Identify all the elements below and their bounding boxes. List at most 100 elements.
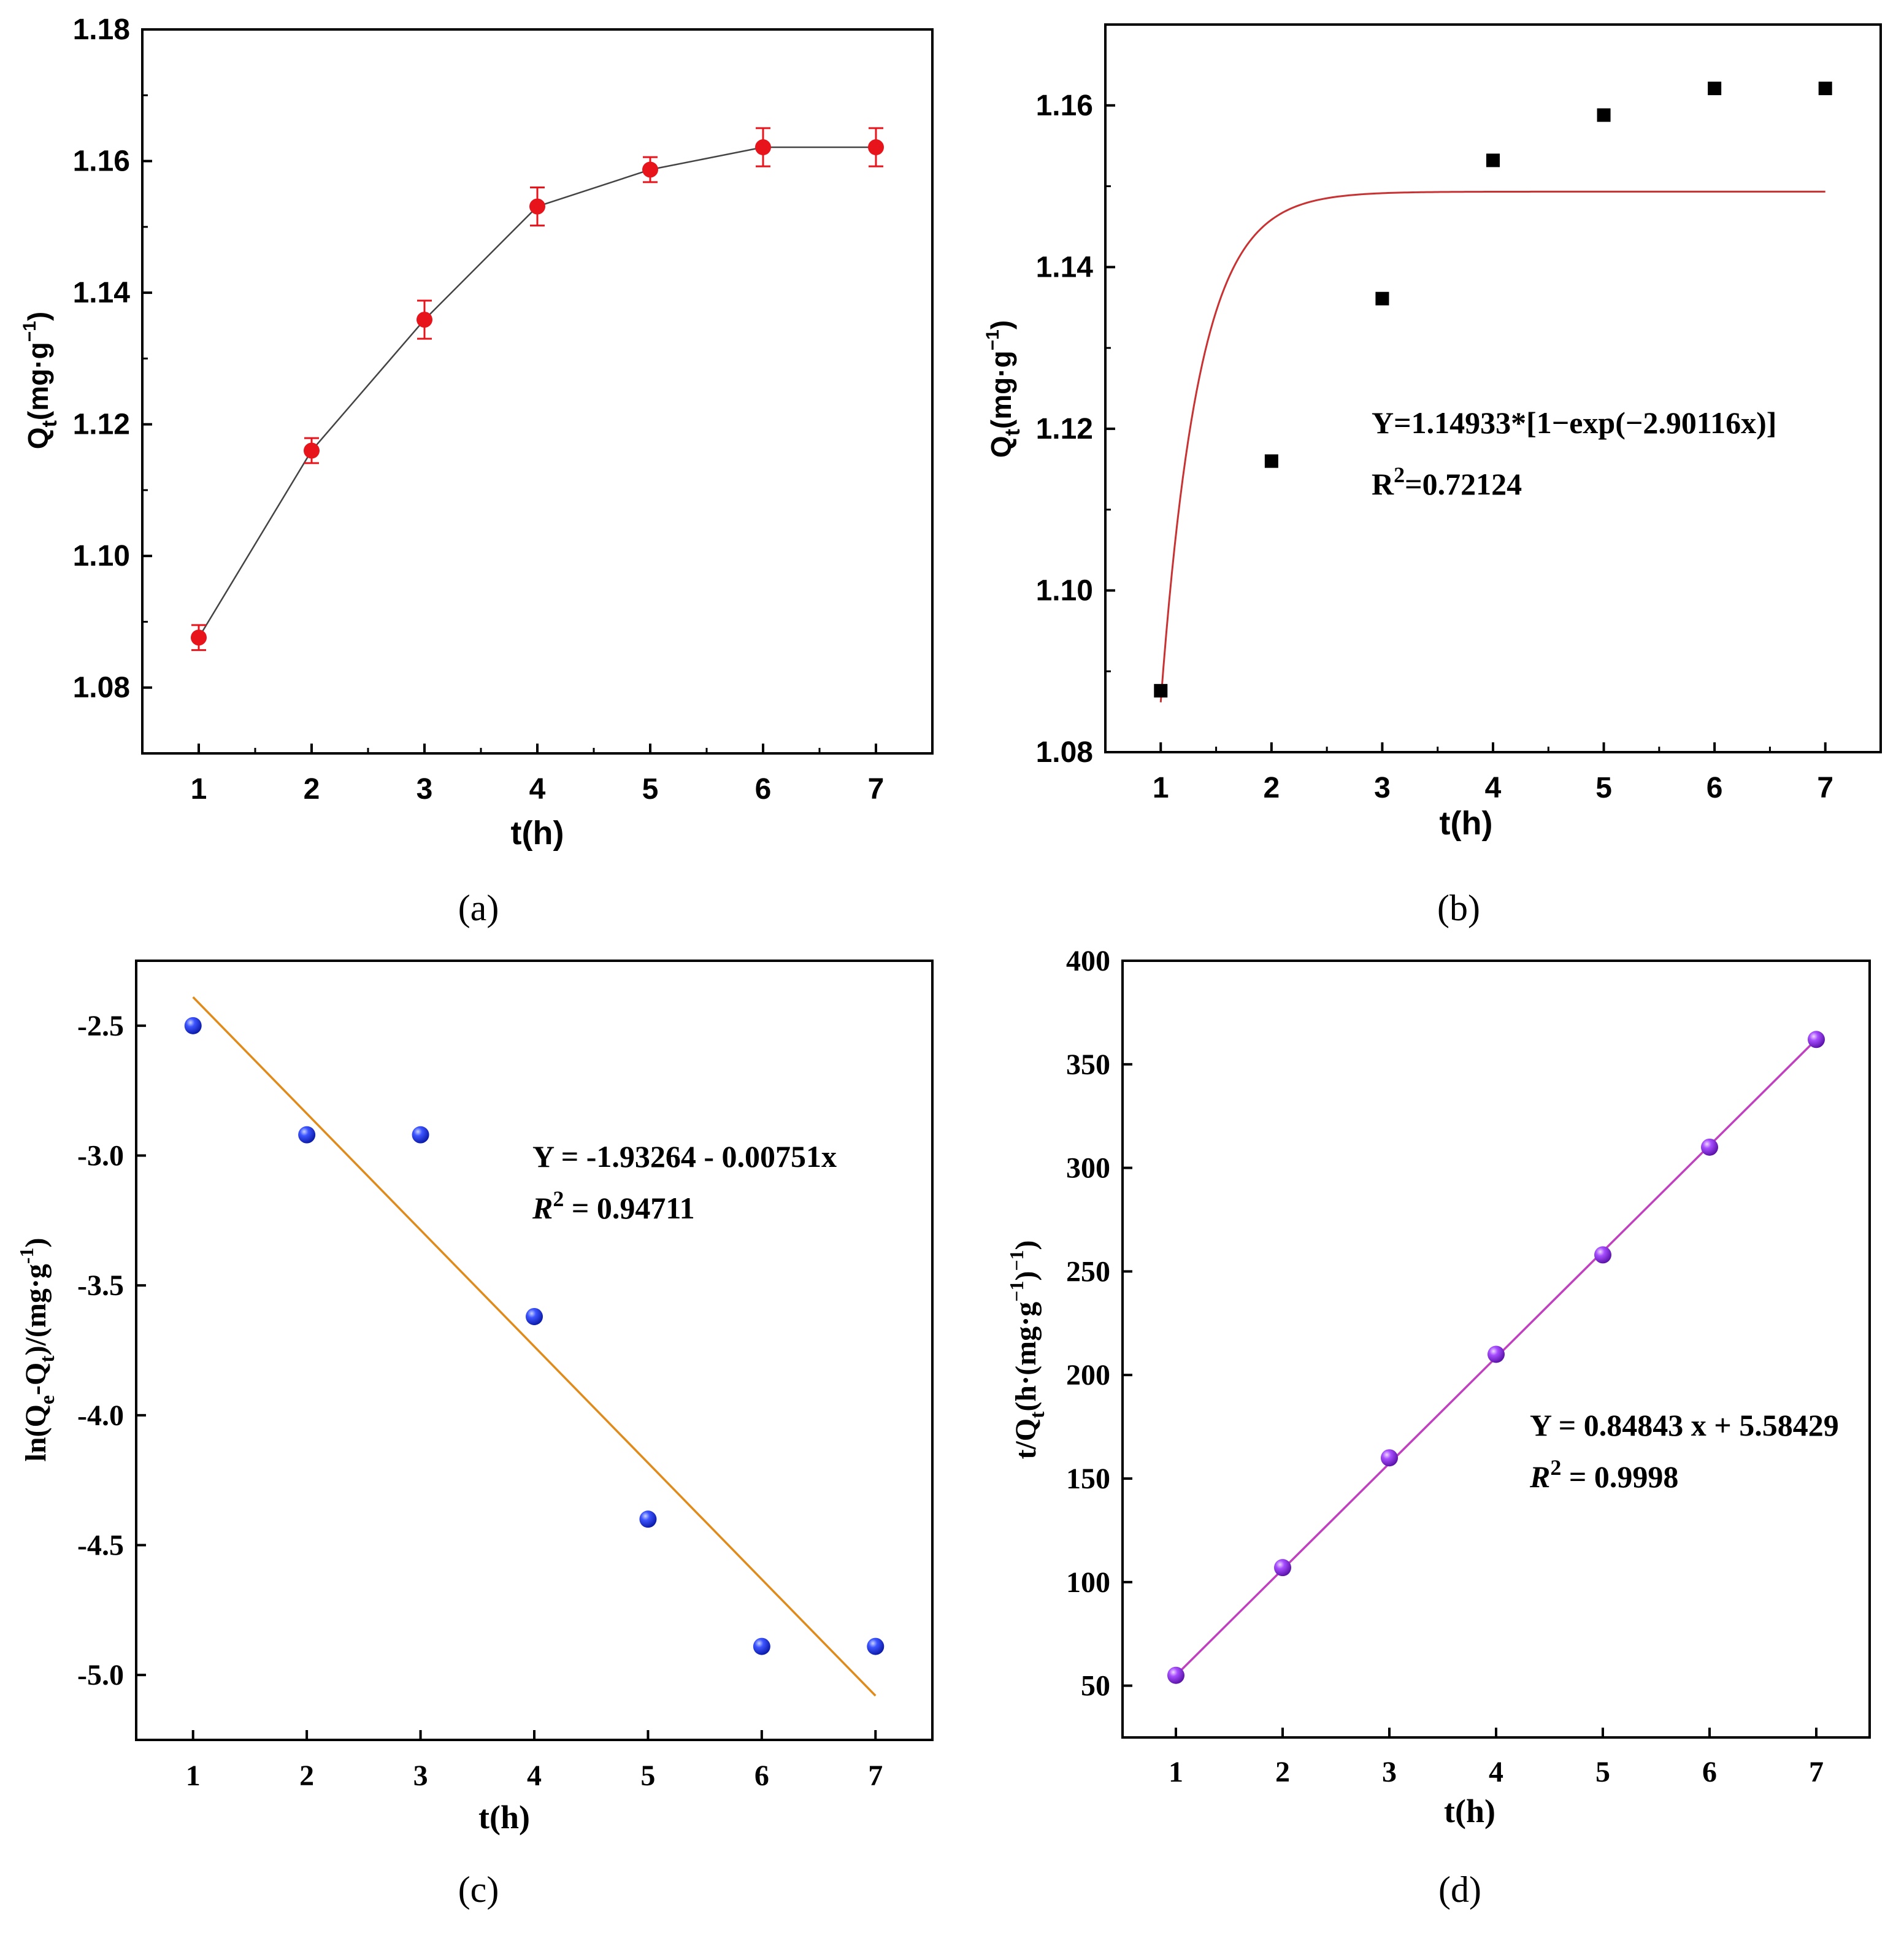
panel-b-plot-frame: [1104, 23, 1882, 753]
panel-d-x-tick-label: 5: [1595, 1756, 1610, 1788]
panel-b-axes: [1105, 104, 1827, 753]
panel-a-axes: [142, 28, 877, 753]
panel-b-caption: (b): [1437, 888, 1480, 928]
panel-b-y-tick-label: 1.12: [1036, 413, 1093, 445]
panel-b-y-tick-label: 1.14: [1036, 251, 1094, 283]
panel-a-data-point: [755, 139, 771, 156]
panel-c-marks: [184, 1017, 885, 1655]
panel-c-y-tick-label: -4.5: [77, 1529, 124, 1562]
panel-d: 1 2 3 4 5 6 7 50 100 150 200 250 300 350 400 Y = 0.84…: [1005, 945, 1871, 1910]
panel-c-x-tick-label: 3: [413, 1760, 428, 1792]
panel-d-x-tick-label: 3: [1382, 1756, 1397, 1788]
panel-b-data-point: [1818, 82, 1832, 96]
panel-c-x-tick-labels: 1 2 3 4 5 6 7: [186, 1760, 883, 1792]
panel-b-x-tick-label: 5: [1595, 772, 1612, 804]
panel-a-y-tick-label: 1.14: [73, 277, 131, 309]
panel-d-y-tick-label: 250: [1066, 1255, 1110, 1288]
panel-c-data-point: [867, 1637, 885, 1655]
panel-d-y-tick-label: 150: [1066, 1463, 1110, 1495]
panel-c-y-tick-labels: -2.5 -3.0 -3.5 -4.0 -4.5 -5.0: [77, 1010, 124, 1691]
panel-d-y-tick-label: 300: [1066, 1152, 1110, 1185]
panel-b-y-tick-labels: 1.08 1.10 1.12 1.14 1.16: [1036, 90, 1094, 769]
panel-d-x-tick-labels: 1 2 3 4 5 6 7: [1169, 1756, 1824, 1788]
panel-c-x-tick-label: 7: [868, 1760, 883, 1792]
panel-c-x-tick-label: 2: [299, 1760, 314, 1792]
panel-a-x-tick-label: 4: [529, 773, 546, 806]
panel-a-y-axis-label: Qt(mg·g−1): [20, 312, 61, 449]
panel-c-y-tick-label: -3.5: [77, 1269, 124, 1302]
panel-d-axes: [1123, 960, 1818, 1737]
panel-a-x-axis-label: t(h): [511, 815, 564, 852]
panel-d-data-point: [1381, 1449, 1398, 1467]
panel-b-data-point: [1486, 153, 1500, 167]
panel-c-data-point: [753, 1637, 770, 1655]
panel-c-data-point: [639, 1510, 657, 1528]
panel-a-data-point: [868, 139, 884, 156]
panel-a-marks: [191, 127, 884, 652]
panel-a-x-tick-label: 1: [191, 773, 207, 806]
panel-c-y-tick-label: -2.5: [77, 1010, 124, 1042]
panel-c-x-axis-label: t(h): [478, 1799, 530, 1836]
panel-b-x-tick-label: 2: [1264, 772, 1280, 804]
panel-a-data-point: [529, 198, 545, 215]
panel-a-x-tick-label: 7: [868, 773, 885, 806]
panel-a-y-tick-label: 1.18: [73, 13, 130, 46]
panel-d-x-tick-label: 4: [1489, 1756, 1503, 1788]
panel-a-x-tick-label: 2: [304, 773, 320, 806]
panel-b-x-tick-label: 7: [1817, 772, 1833, 804]
panel-a-data-point: [416, 312, 432, 328]
panel-a-data-point: [642, 161, 658, 178]
panel-b-fit-curve-path: [1159, 190, 1825, 702]
panel-a-x-tick-label: 5: [642, 773, 659, 806]
panel-c-plot-frame: [135, 960, 934, 1741]
panel-d-data-point: [1594, 1246, 1611, 1264]
panel-a: 1 2 3 4 5 6 7 1.08 1.10 1.12 1.14 1.16 1.18 t(h) Qt…: [20, 13, 934, 928]
panel-c-fit-line: [192, 996, 877, 1697]
panel-d-y-tick-label: 50: [1081, 1670, 1110, 1702]
panel-d-y-axis-label: t/Qt(h·(mg·g−1)−1): [1005, 1240, 1049, 1459]
panel-a-x-tick-label: 6: [755, 773, 772, 806]
panel-b-x-tick-label: 1: [1153, 772, 1169, 804]
panel-a-x-tick-labels: 1 2 3 4 5 6 7: [191, 773, 885, 806]
panel-a-y-tick-label: 1.08: [73, 672, 130, 704]
panel-d-marks: [1167, 1031, 1825, 1684]
panel-c-y-tick-label: -4.0: [77, 1399, 124, 1432]
panel-a-caption: (a): [458, 888, 499, 928]
panel-b-data-point: [1264, 454, 1278, 468]
panel-b-x-tick-label: 6: [1706, 772, 1723, 804]
panel-c-y-tick-label: -5.0: [77, 1659, 124, 1691]
panel-d-y-tick-label: 400: [1066, 945, 1110, 977]
panel-c-axes: [136, 1024, 877, 1740]
panel-d-x-tick-label: 2: [1275, 1756, 1290, 1788]
panel-a-plot-frame: [141, 28, 934, 755]
panel-b-y-axis-label: Qt(mg·g−1): [983, 320, 1024, 458]
panel-d-data-point: [1274, 1559, 1291, 1577]
panel-b-x-tick-label: 4: [1485, 772, 1502, 804]
panel-c-data-point: [526, 1307, 543, 1325]
panel-b-data-point: [1597, 108, 1611, 122]
panel-d-y-tick-label: 200: [1066, 1359, 1110, 1391]
panel-b-y-tick-label: 1.16: [1036, 90, 1093, 122]
panel-c-caption: (c): [458, 1869, 499, 1910]
panel-d-data-point: [1167, 1666, 1184, 1684]
panel-d-data-point: [1808, 1031, 1825, 1048]
panel-c-x-tick-label: 5: [640, 1760, 655, 1792]
panel-b-marks: [1154, 82, 1832, 698]
panel-d-caption: (d): [1438, 1869, 1481, 1910]
panel-c-fit-line-path: [192, 996, 877, 1697]
panel-b-r-squared: R2=0.72124: [1372, 463, 1522, 501]
panel-c-data-point: [298, 1126, 316, 1144]
panel-b: 1 2 3 4 5 6 7 1.08 1.10 1.12 1.14 1.16 Y=1.14933*[…: [983, 23, 1882, 928]
panel-b-fit-curve: [1159, 190, 1825, 702]
panel-d-x-tick-label: 6: [1702, 1756, 1717, 1788]
panel-c-y-axis-label: ln(Qe-Qt)/(mg·g-1): [15, 1237, 59, 1461]
panel-b-y-tick-label: 1.10: [1036, 574, 1093, 607]
panel-a-y-tick-label: 1.12: [73, 409, 130, 441]
panel-b-x-axis-label: t(h): [1440, 805, 1493, 842]
panel-c-data-point: [184, 1017, 202, 1034]
panel-d-x-tick-label: 7: [1809, 1756, 1824, 1788]
panel-d-r-squared: R2 = 0.9998: [1529, 1455, 1678, 1494]
panel-b-x-tick-labels: 1 2 3 4 5 6 7: [1153, 772, 1833, 804]
panel-a-y-tick-label: 1.16: [73, 145, 130, 178]
panel-b-data-point: [1154, 683, 1168, 698]
